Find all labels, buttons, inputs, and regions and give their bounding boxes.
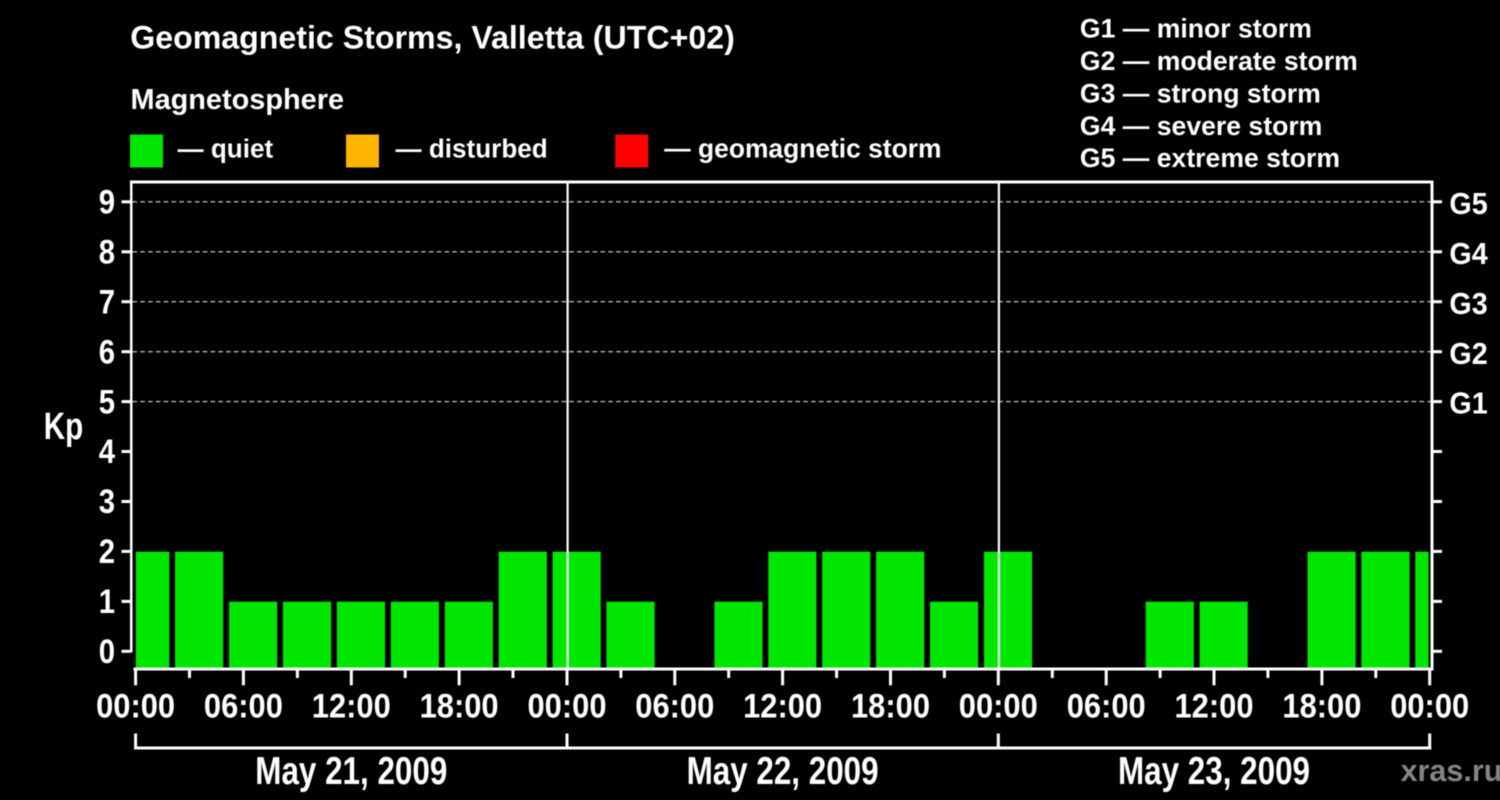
svg-text:1: 1 <box>99 583 115 621</box>
svg-text:G4 — severe storm: G4 — severe storm <box>1080 111 1322 141</box>
svg-text:Magnetosphere: Magnetosphere <box>131 84 345 116</box>
svg-text:4: 4 <box>99 433 115 471</box>
svg-text:G4: G4 <box>1449 237 1487 271</box>
svg-text:xras.ru: xras.ru <box>1401 754 1500 788</box>
svg-text:6: 6 <box>99 333 115 371</box>
svg-text:G3: G3 <box>1449 287 1487 321</box>
svg-text:12:00: 12:00 <box>1175 687 1254 725</box>
svg-text:18:00: 18:00 <box>851 687 930 725</box>
svg-text:G5 — extreme storm: G5 — extreme storm <box>1080 143 1340 173</box>
svg-text:7: 7 <box>99 283 115 321</box>
svg-text:8: 8 <box>99 234 115 272</box>
svg-text:06:00: 06:00 <box>1067 687 1146 725</box>
svg-text:12:00: 12:00 <box>743 687 822 725</box>
svg-text:00:00: 00:00 <box>959 687 1038 725</box>
svg-text:— disturbed: — disturbed <box>396 134 548 164</box>
svg-text:3: 3 <box>99 483 115 521</box>
svg-text:00:00: 00:00 <box>96 687 175 725</box>
svg-text:00:00: 00:00 <box>1390 687 1469 725</box>
svg-text:May 23, 2009: May 23, 2009 <box>1118 750 1310 793</box>
svg-text:06:00: 06:00 <box>204 687 283 725</box>
svg-text:00:00: 00:00 <box>528 687 607 725</box>
svg-text:G1: G1 <box>1449 387 1487 421</box>
svg-text:06:00: 06:00 <box>635 687 714 725</box>
svg-text:— quiet: — quiet <box>178 134 274 164</box>
svg-text:12:00: 12:00 <box>312 687 391 725</box>
svg-text:Geomagnetic Storms, Valletta (: Geomagnetic Storms, Valletta (UTC+02) <box>130 20 735 56</box>
svg-text:18:00: 18:00 <box>420 687 499 725</box>
svg-text:G2: G2 <box>1449 337 1487 371</box>
svg-text:5: 5 <box>99 383 115 421</box>
svg-text:0: 0 <box>99 633 115 671</box>
svg-text:G1 — minor storm: G1 — minor storm <box>1080 13 1312 43</box>
svg-text:Kp: Kp <box>44 406 83 448</box>
svg-text:May 22, 2009: May 22, 2009 <box>687 750 879 793</box>
svg-text:May 21, 2009: May 21, 2009 <box>255 750 447 793</box>
svg-text:G2 — moderate storm: G2 — moderate storm <box>1080 46 1358 76</box>
svg-text:9: 9 <box>99 184 115 222</box>
svg-text:18:00: 18:00 <box>1282 687 1361 725</box>
svg-text:G3 — strong storm: G3 — strong storm <box>1080 78 1321 108</box>
svg-text:2: 2 <box>99 533 115 571</box>
svg-text:G5: G5 <box>1449 187 1487 221</box>
svg-text:— geomagnetic storm: — geomagnetic storm <box>664 134 941 164</box>
